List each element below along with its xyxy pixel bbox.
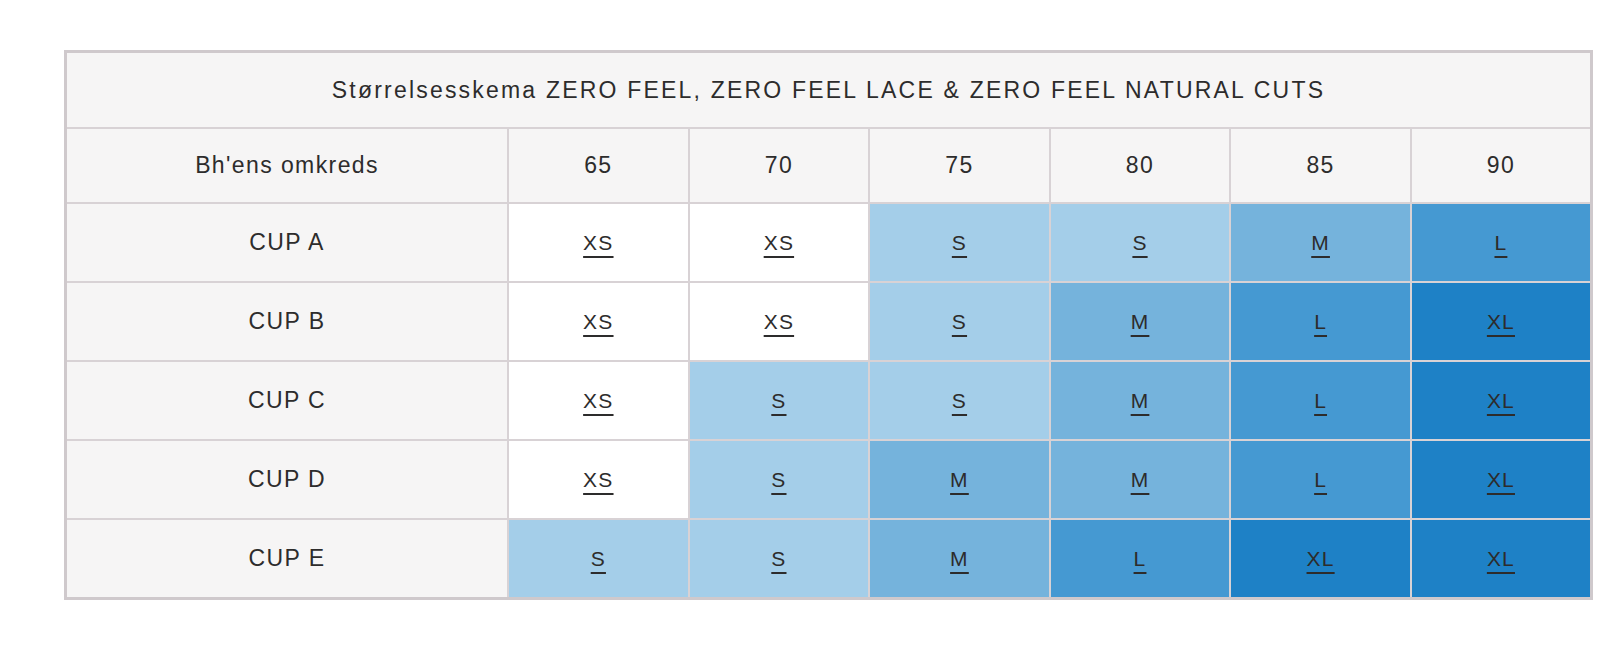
- size-link[interactable]: M: [1131, 468, 1150, 492]
- size-link[interactable]: M: [950, 468, 969, 492]
- size-cell: XL: [1411, 361, 1592, 440]
- size-link[interactable]: S: [771, 547, 786, 571]
- size-chart-page: Størrelsesskema ZERO FEEL, ZERO FEEL LAC…: [0, 0, 1624, 646]
- size-link[interactable]: XS: [583, 468, 613, 492]
- size-link[interactable]: S: [952, 310, 967, 334]
- size-link[interactable]: L: [1314, 468, 1327, 492]
- size-cell: XS: [508, 282, 689, 361]
- column-header-75: 75: [869, 128, 1050, 203]
- size-cell: S: [508, 519, 689, 599]
- column-header-90: 90: [1411, 128, 1592, 203]
- size-link[interactable]: XS: [764, 310, 794, 334]
- column-header-80: 80: [1050, 128, 1231, 203]
- table-row: CUP B XS XS S M L XL: [66, 282, 1592, 361]
- row-label-cup-e: CUP E: [66, 519, 509, 599]
- size-link[interactable]: XL: [1487, 547, 1515, 571]
- column-header-85: 85: [1230, 128, 1411, 203]
- title-row: Størrelsesskema ZERO FEEL, ZERO FEEL LAC…: [66, 52, 1592, 129]
- size-link[interactable]: M: [950, 547, 969, 571]
- size-link[interactable]: XL: [1307, 547, 1335, 571]
- size-cell: XS: [689, 282, 870, 361]
- size-cell: L: [1230, 282, 1411, 361]
- size-cell: XS: [508, 440, 689, 519]
- size-cell: XS: [689, 203, 870, 282]
- size-link[interactable]: L: [1134, 547, 1147, 571]
- size-link[interactable]: L: [1494, 231, 1507, 255]
- size-link[interactable]: S: [952, 231, 967, 255]
- size-link[interactable]: M: [1311, 231, 1330, 255]
- size-cell: M: [1230, 203, 1411, 282]
- size-cell: M: [869, 440, 1050, 519]
- size-cell: S: [869, 361, 1050, 440]
- size-cell: L: [1411, 203, 1592, 282]
- row-label-cup-d: CUP D: [66, 440, 509, 519]
- size-link[interactable]: S: [952, 389, 967, 413]
- size-cell: XL: [1411, 440, 1592, 519]
- size-link[interactable]: XL: [1487, 468, 1515, 492]
- size-cell: XS: [508, 203, 689, 282]
- size-link[interactable]: XL: [1487, 389, 1515, 413]
- size-cell: M: [869, 519, 1050, 599]
- size-cell: XL: [1230, 519, 1411, 599]
- size-link[interactable]: M: [1131, 310, 1150, 334]
- size-link[interactable]: XS: [764, 231, 794, 255]
- size-cell: M: [1050, 440, 1231, 519]
- size-chart-table: Størrelsesskema ZERO FEEL, ZERO FEEL LAC…: [64, 50, 1593, 600]
- size-link[interactable]: L: [1314, 310, 1327, 334]
- column-header-70: 70: [689, 128, 870, 203]
- size-cell: L: [1230, 361, 1411, 440]
- row-label-cup-a: CUP A: [66, 203, 509, 282]
- size-cell: M: [1050, 282, 1231, 361]
- column-header-row: Bh'ens omkreds 657075808590: [66, 128, 1592, 203]
- size-cell: L: [1050, 519, 1231, 599]
- row-label-cup-c: CUP C: [66, 361, 509, 440]
- size-cell: XS: [508, 361, 689, 440]
- table-row: CUP D XS S M M L XL: [66, 440, 1592, 519]
- table-row: CUP C XS S S M L XL: [66, 361, 1592, 440]
- row-label-cup-b: CUP B: [66, 282, 509, 361]
- size-cell: S: [689, 519, 870, 599]
- size-cell: S: [869, 203, 1050, 282]
- table-row: CUP E S S M L XL XL: [66, 519, 1592, 599]
- size-cell: L: [1230, 440, 1411, 519]
- size-link[interactable]: XS: [583, 310, 613, 334]
- size-cell: XL: [1411, 282, 1592, 361]
- size-cell: S: [689, 361, 870, 440]
- size-link[interactable]: XS: [583, 389, 613, 413]
- size-link[interactable]: S: [591, 547, 606, 571]
- column-header-65: 65: [508, 128, 689, 203]
- size-link[interactable]: S: [771, 389, 786, 413]
- size-cell: M: [1050, 361, 1231, 440]
- table-title: Størrelsesskema ZERO FEEL, ZERO FEEL LAC…: [66, 52, 1592, 129]
- size-link[interactable]: S: [771, 468, 786, 492]
- size-cell: S: [869, 282, 1050, 361]
- band-size-header: Bh'ens omkreds: [66, 128, 509, 203]
- size-link[interactable]: S: [1132, 231, 1147, 255]
- size-cell: S: [689, 440, 870, 519]
- size-cell: S: [1050, 203, 1231, 282]
- size-link[interactable]: XL: [1487, 310, 1515, 334]
- size-link[interactable]: XS: [583, 231, 613, 255]
- size-cell: XL: [1411, 519, 1592, 599]
- size-link[interactable]: M: [1131, 389, 1150, 413]
- size-link[interactable]: L: [1314, 389, 1327, 413]
- table-row: CUP A XS XS S S M L: [66, 203, 1592, 282]
